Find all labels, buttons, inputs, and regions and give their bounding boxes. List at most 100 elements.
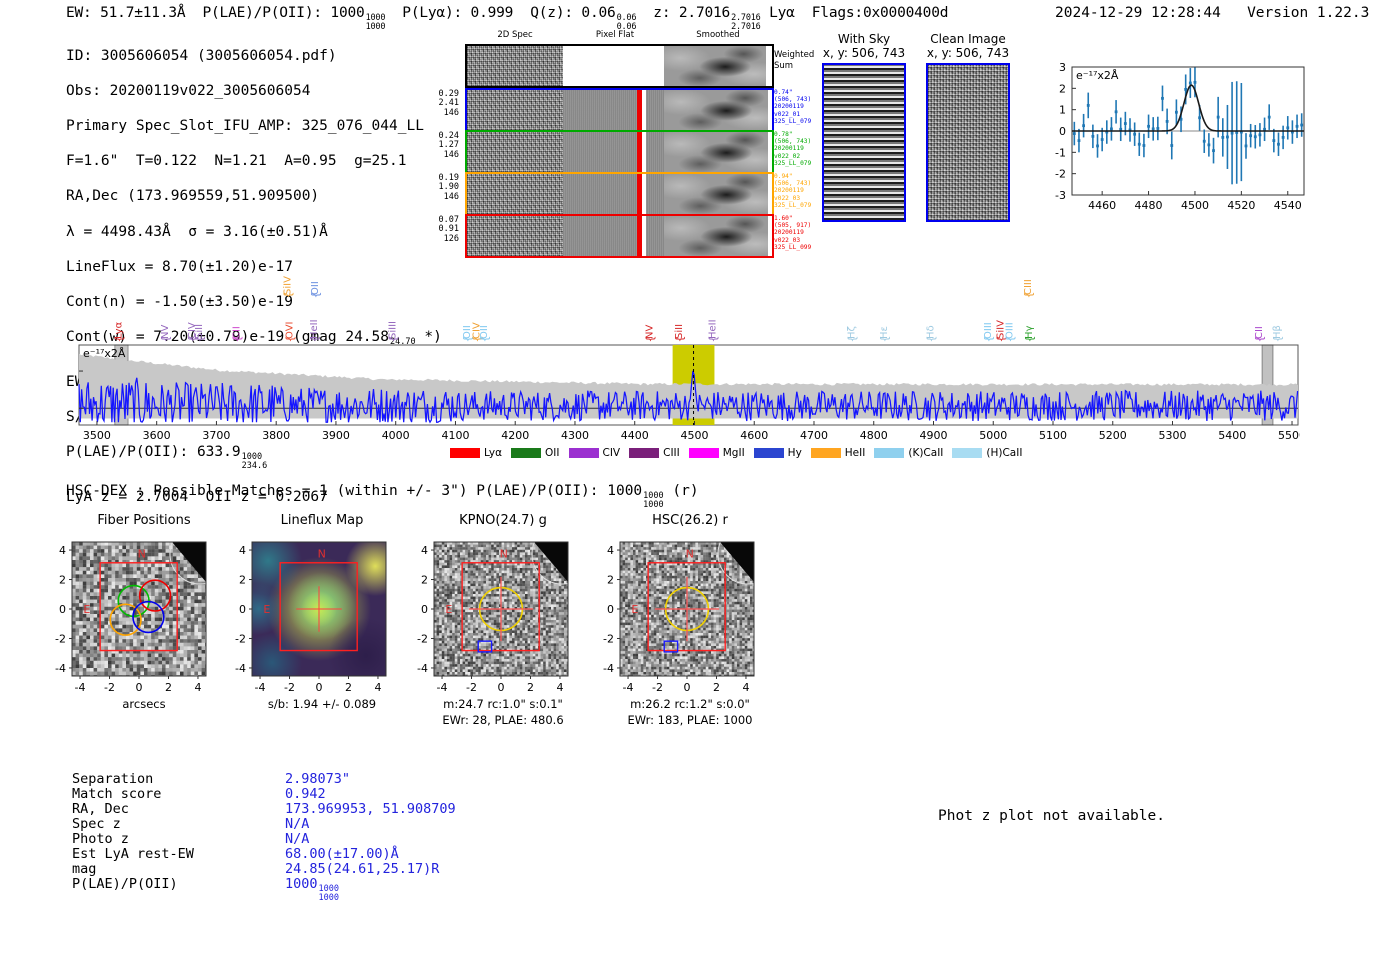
row-value: 2.98073" xyxy=(285,771,351,787)
svg-text:{: { xyxy=(1271,336,1284,343)
svg-text:0: 0 xyxy=(136,681,143,694)
spec2d-summed-strip xyxy=(465,44,774,88)
with-sky-image xyxy=(822,63,906,222)
spectrum-legend: Lyα OII CIV CIII MgII Hy HeII (K)CaII (H… xyxy=(450,447,1022,459)
legend-item: HeII xyxy=(810,447,865,459)
svg-text:-2: -2 xyxy=(466,681,477,694)
legend-label: CIII xyxy=(663,447,680,459)
header-plya: P(Lyα): 0.999 xyxy=(402,5,514,21)
legend-swatch xyxy=(450,448,480,458)
svg-text:{: { xyxy=(193,336,206,343)
svg-text:0: 0 xyxy=(1059,125,1066,138)
cutout-panel-row: N E -4 4 -2 2 0 0 2 -2 4 -4 N E -4 4 -2 2 0 0 2 -2 4 -4 N E -4 4 -2 2… xyxy=(50,536,1300,716)
svg-text:SiII: SiII xyxy=(194,324,205,339)
svg-text:-4: -4 xyxy=(235,662,246,675)
spec2d-strip-1-meta: 0.74" (506, 743) 20200119 v022_01 325_LL_0… xyxy=(774,89,812,125)
svg-text:-4: -4 xyxy=(417,662,428,675)
svg-text:3700: 3700 xyxy=(202,429,230,442)
cutout-title-lineflux-map: Lineflux Map xyxy=(280,513,364,528)
svg-text:SiII: SiII xyxy=(674,324,685,339)
svg-text:CIV: CIV xyxy=(471,322,482,339)
spec2d-strip-3-meta: 0.94" (506, 743) 20200119 v022_03 325_LL_0… xyxy=(774,173,812,209)
svg-text:SiIV: SiIV xyxy=(283,276,294,295)
spec2d-fiber-leftnums: 0.24 1.27 146 xyxy=(438,131,459,160)
line-profile-chart: -3 -2 -1 0 1 2 3 4460 4480 4500 4520 4540 e⁻¹⁷x2Å xyxy=(1032,55,1310,230)
legend-label: Hy xyxy=(787,447,802,459)
legend-swatch xyxy=(511,448,542,458)
svg-text:2: 2 xyxy=(421,574,428,587)
row-value: N/A xyxy=(285,831,310,847)
svg-text:CII: CII xyxy=(1254,326,1265,339)
spec2d-title-2dspec: 2D Spec xyxy=(497,30,533,40)
svg-text:-4: -4 xyxy=(55,662,66,675)
header-ew: EW: 51.7±11.3Å xyxy=(66,5,186,21)
spec2d-fiber-row: 0.07 0.91 126 1.60" (505, 917) 20200119 v022… xyxy=(425,214,811,258)
svg-text:Hζ: Hζ xyxy=(847,326,858,339)
svg-text:Hγ: Hγ xyxy=(1024,325,1035,339)
svg-text:-4: -4 xyxy=(437,681,448,694)
header-summary: EW: 51.7±11.3Å P(LAE)/P(OII): 1000 1000 10… xyxy=(66,5,949,32)
legend-label: CIV xyxy=(602,447,621,459)
svg-text:{: { xyxy=(925,336,938,343)
spec2d-strip-1 xyxy=(465,88,774,132)
svg-text:HeII: HeII xyxy=(309,319,320,339)
svg-text:{: { xyxy=(1003,336,1016,343)
spec2d-strip-2-meta: 0.78" (506, 743) 20200119 v022_02 325_LL_0… xyxy=(774,131,812,167)
hscdex-summary: HSC-DEX : Possible Matches = 1 (within +… xyxy=(66,483,699,510)
svg-text:{: { xyxy=(1253,335,1266,342)
svg-text:3800: 3800 xyxy=(262,429,290,442)
spec2d-title-pixelflat: Pixel Flat xyxy=(595,30,635,40)
svg-text:4800: 4800 xyxy=(860,429,888,442)
param-plae: P(LAE)/P(OII): 633.9 1000 234.6 xyxy=(66,444,268,472)
svg-text:4: 4 xyxy=(556,681,563,694)
row-value: 24.85(24.61,25.17)R xyxy=(285,861,440,877)
row-key: mag xyxy=(72,861,97,877)
row-key: Match score xyxy=(72,786,162,802)
param-cont-n: Cont(n) = -1.50(±3.50)e-19 xyxy=(66,293,293,310)
svg-text:OII: OII xyxy=(479,325,490,339)
svg-text:2: 2 xyxy=(165,681,172,694)
svg-text:OII: OII xyxy=(462,325,473,339)
svg-text:{: { xyxy=(112,335,125,342)
legend-item: OII xyxy=(511,447,560,459)
svg-text:4300: 4300 xyxy=(561,429,589,442)
svg-text:5300: 5300 xyxy=(1159,429,1187,442)
spec2d-fiber-row: 0.29 2.41 146 0.74" (506, 743) 20200119 v022… xyxy=(425,88,811,132)
row-key: RA, Dec xyxy=(72,801,129,817)
svg-text:E: E xyxy=(445,603,452,616)
svg-text:5100: 5100 xyxy=(1039,429,1067,442)
svg-text:{: { xyxy=(283,335,296,342)
legend-swatch xyxy=(688,448,719,458)
legend-item: (K)CaII xyxy=(874,447,943,459)
param-wavelength: λ = 4498.43Å σ = 3.16(±0.51)Å xyxy=(66,223,328,240)
svg-text:OVI: OVI xyxy=(284,322,295,340)
svg-text:5000: 5000 xyxy=(979,429,1007,442)
svg-text:2: 2 xyxy=(239,574,246,587)
svg-text:{: { xyxy=(282,291,295,298)
svg-text:{: { xyxy=(308,335,321,342)
legend-swatch xyxy=(629,448,660,458)
row-value: N/A xyxy=(285,816,310,832)
svg-text:OIII: OIII xyxy=(1004,322,1015,339)
svg-text:{: { xyxy=(387,335,400,342)
cutout-panels-svg: N E -4 4 -2 2 0 0 2 -2 4 -4 N E -4 4 -2 2 0 0 2 -2 4 -4 N E -4 4 -2 2… xyxy=(55,541,755,694)
row-key: Photo z xyxy=(72,831,129,847)
legend-label: MgII xyxy=(722,447,745,459)
svg-text:3600: 3600 xyxy=(143,429,171,442)
svg-text:-2: -2 xyxy=(1055,168,1066,181)
cutout-caption-kpno-1: m:24.7 rc:1.0" s:0.1" xyxy=(443,697,563,711)
svg-text:HeII: HeII xyxy=(707,319,718,339)
legend-swatch xyxy=(753,448,784,458)
svg-text:5500: 5500 xyxy=(1278,429,1300,442)
svg-text:Hδ: Hδ xyxy=(926,325,937,339)
param-radec: RA,Dec (173.969559,51.909500) xyxy=(66,188,320,205)
row-value: 173.969953, 51.908709 xyxy=(285,801,456,817)
clean-image-subtitle: x, y: 506, 743 xyxy=(926,46,1010,60)
svg-text:-1: -1 xyxy=(1055,146,1066,159)
spec2d-strip-3 xyxy=(465,172,774,216)
param-primary-spec: Primary Spec_Slot_IFU_AMP: 325_076_044_L… xyxy=(66,117,424,134)
header-flags: Flags:0x0000400d xyxy=(811,5,949,21)
svg-text:NV: NV xyxy=(160,325,171,339)
svg-text:-4: -4 xyxy=(255,681,266,694)
legend-label: (K)CaII xyxy=(908,447,944,459)
